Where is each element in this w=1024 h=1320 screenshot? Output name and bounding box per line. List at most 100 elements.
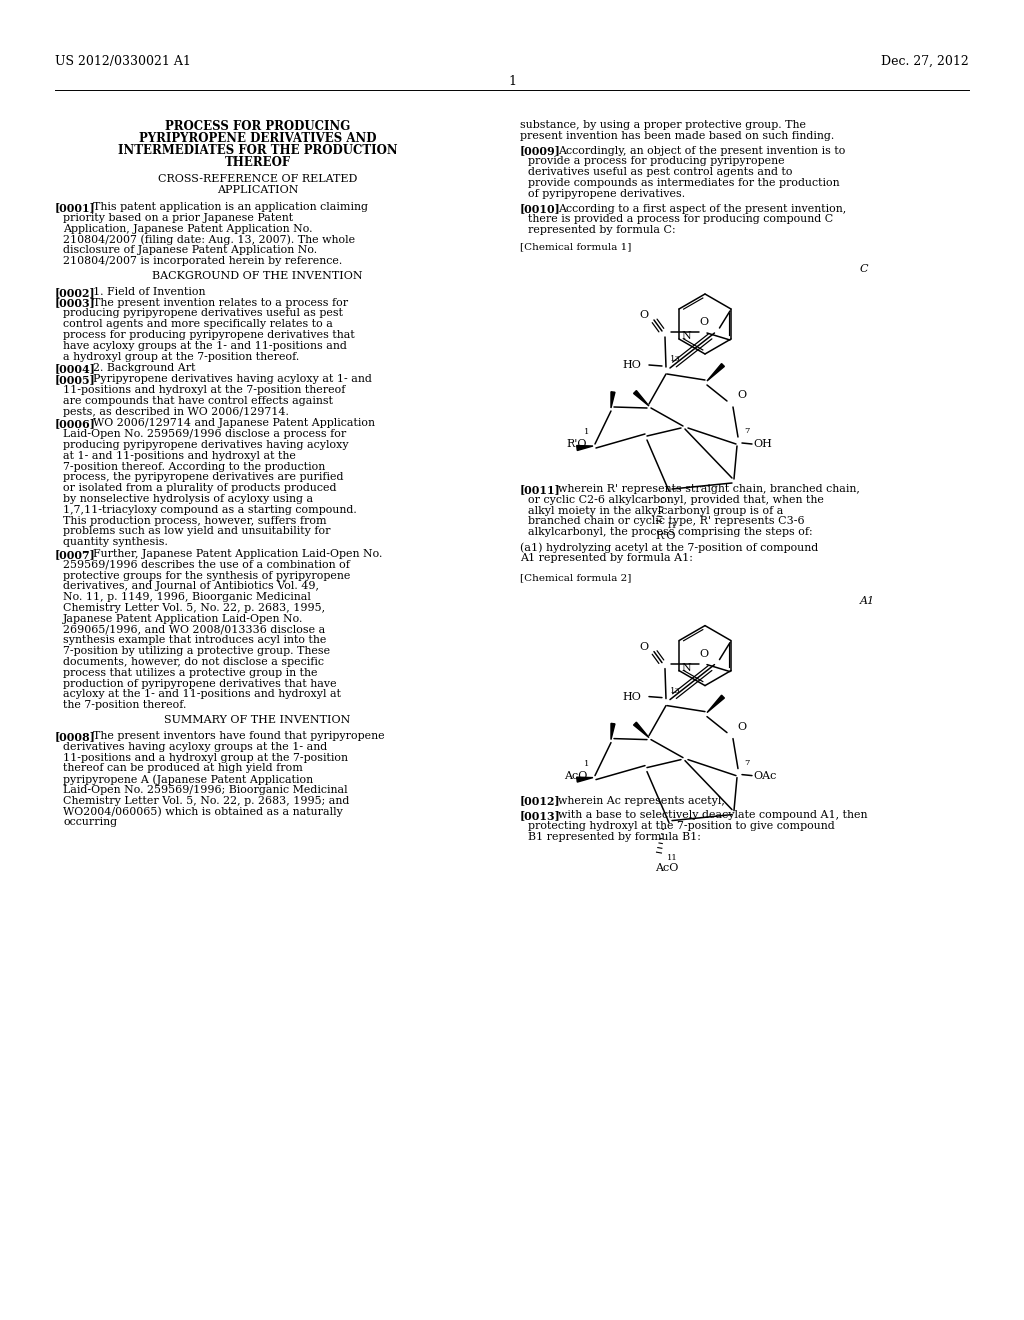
- Text: alkylcarbonyl, the process comprising the steps of:: alkylcarbonyl, the process comprising th…: [528, 527, 813, 537]
- Text: (a1) hydrolyzing acetyl at the 7-position of compound: (a1) hydrolyzing acetyl at the 7-positio…: [520, 543, 818, 553]
- Text: [0012]: [0012]: [520, 796, 560, 807]
- Text: CROSS-REFERENCE OF RELATED: CROSS-REFERENCE OF RELATED: [158, 174, 357, 183]
- Text: alkyl moiety in the alkylcarbonyl group is of a: alkyl moiety in the alkylcarbonyl group …: [528, 506, 783, 516]
- Text: [0013]: [0013]: [520, 810, 561, 821]
- Text: the 7-position thereof.: the 7-position thereof.: [63, 700, 186, 710]
- Text: or cyclic C2-6 alkylcarbonyl, provided that, when the: or cyclic C2-6 alkylcarbonyl, provided t…: [528, 495, 824, 504]
- Text: BACKGROUND OF THE INVENTION: BACKGROUND OF THE INVENTION: [153, 271, 362, 281]
- Text: [0002]: [0002]: [55, 286, 95, 298]
- Text: a hydroxyl group at the 7-position thereof.: a hydroxyl group at the 7-position there…: [63, 351, 299, 362]
- Text: process, the pyripyropene derivatives are purified: process, the pyripyropene derivatives ar…: [63, 473, 343, 482]
- Text: N: N: [681, 331, 691, 341]
- Text: R'O: R'O: [655, 531, 676, 541]
- Text: INTERMEDIATES FOR THE PRODUCTION: INTERMEDIATES FOR THE PRODUCTION: [118, 144, 397, 157]
- Text: represented by formula C:: represented by formula C:: [528, 226, 676, 235]
- Text: problems such as low yield and unsuitability for: problems such as low yield and unsuitabi…: [63, 527, 331, 536]
- Text: THEREOF: THEREOF: [224, 156, 291, 169]
- Text: 1: 1: [584, 759, 589, 768]
- Polygon shape: [611, 723, 615, 739]
- Text: control agents and more specifically relates to a: control agents and more specifically rel…: [63, 319, 333, 329]
- Text: O: O: [737, 722, 746, 731]
- Text: wherein R' represents straight chain, branched chain,: wherein R' represents straight chain, br…: [558, 484, 860, 494]
- Text: protective groups for the synthesis of pyripyropene: protective groups for the synthesis of p…: [63, 570, 350, 581]
- Text: production of pyripyropene derivatives that have: production of pyripyropene derivatives t…: [63, 678, 337, 689]
- Polygon shape: [611, 392, 615, 408]
- Text: A1 represented by formula A1:: A1 represented by formula A1:: [520, 553, 693, 562]
- Text: 7-position by utilizing a protective group. These: 7-position by utilizing a protective gro…: [63, 647, 330, 656]
- Text: The present inventors have found that pyripyropene: The present inventors have found that py…: [93, 731, 385, 741]
- Text: or isolated from a plurality of products produced: or isolated from a plurality of products…: [63, 483, 337, 494]
- Text: priority based on a prior Japanese Patent: priority based on a prior Japanese Paten…: [63, 213, 293, 223]
- Text: occurring: occurring: [63, 817, 117, 828]
- Text: pests, as described in WO 2006/129714.: pests, as described in WO 2006/129714.: [63, 407, 289, 417]
- Text: [0003]: [0003]: [55, 297, 96, 309]
- Text: provide compounds as intermediates for the production: provide compounds as intermediates for t…: [528, 178, 840, 187]
- Polygon shape: [707, 696, 724, 713]
- Text: [0007]: [0007]: [55, 549, 96, 560]
- Text: APPLICATION: APPLICATION: [217, 185, 298, 195]
- Text: with a base to selectively deacylate compound A1, then: with a base to selectively deacylate com…: [558, 810, 867, 821]
- Text: No. 11, p. 1149, 1996, Bioorganic Medicinal: No. 11, p. 1149, 1996, Bioorganic Medici…: [63, 593, 311, 602]
- Text: This patent application is an application claiming: This patent application is an applicatio…: [93, 202, 368, 213]
- Text: 13: 13: [670, 686, 681, 694]
- Text: Application, Japanese Patent Application No.: Application, Japanese Patent Application…: [63, 223, 312, 234]
- Text: documents, however, do not disclose a specific: documents, however, do not disclose a sp…: [63, 657, 324, 667]
- Polygon shape: [577, 446, 593, 450]
- Text: 1,7,11-triacyloxy compound as a starting compound.: 1,7,11-triacyloxy compound as a starting…: [63, 504, 356, 515]
- Text: derivatives having acyloxy groups at the 1- and: derivatives having acyloxy groups at the…: [63, 742, 328, 752]
- Text: [0010]: [0010]: [520, 203, 561, 215]
- Text: derivatives, and Journal of Antibiotics Vol. 49,: derivatives, and Journal of Antibiotics …: [63, 581, 319, 591]
- Text: [Chemical formula 2]: [Chemical formula 2]: [520, 574, 632, 582]
- Text: 1. Field of Invention: 1. Field of Invention: [93, 286, 206, 297]
- Text: OAc: OAc: [753, 771, 776, 780]
- Text: branched chain or cyclic type, R' represents C3-6: branched chain or cyclic type, R' repres…: [528, 516, 805, 527]
- Text: O: O: [737, 389, 746, 400]
- Text: 11: 11: [667, 521, 678, 531]
- Polygon shape: [634, 391, 649, 407]
- Text: 7: 7: [744, 426, 750, 436]
- Text: OH: OH: [753, 440, 772, 449]
- Polygon shape: [634, 722, 649, 738]
- Text: by nonselective hydrolysis of acyloxy using a: by nonselective hydrolysis of acyloxy us…: [63, 494, 313, 504]
- Text: [0008]: [0008]: [55, 731, 96, 742]
- Text: quantity synthesis.: quantity synthesis.: [63, 537, 168, 548]
- Text: disclosure of Japanese Patent Application No.: disclosure of Japanese Patent Applicatio…: [63, 246, 317, 255]
- Text: synthesis example that introduces acyl into the: synthesis example that introduces acyl i…: [63, 635, 327, 645]
- Text: 2. Background Art: 2. Background Art: [93, 363, 196, 374]
- Text: [0009]: [0009]: [520, 145, 561, 157]
- Text: wherein Ac represents acetyl,: wherein Ac represents acetyl,: [558, 796, 725, 805]
- Text: of pyripyropene derivatives.: of pyripyropene derivatives.: [528, 189, 685, 199]
- Text: AcO: AcO: [563, 771, 587, 780]
- Text: WO2004/060065) which is obtained as a naturally: WO2004/060065) which is obtained as a na…: [63, 807, 343, 817]
- Text: WO 2006/129714 and Japanese Patent Application: WO 2006/129714 and Japanese Patent Appli…: [93, 418, 375, 429]
- Text: 259569/1996 describes the use of a combination of: 259569/1996 describes the use of a combi…: [63, 560, 350, 570]
- Text: 7-position thereof. According to the production: 7-position thereof. According to the pro…: [63, 462, 326, 471]
- Polygon shape: [577, 777, 593, 781]
- Text: R'O: R'O: [566, 440, 587, 449]
- Text: O: O: [699, 648, 709, 659]
- Text: O: O: [639, 310, 648, 319]
- Text: Chemistry Letter Vol. 5, No. 22, p. 2683, 1995; and: Chemistry Letter Vol. 5, No. 22, p. 2683…: [63, 796, 349, 805]
- Text: at 1- and 11-positions and hydroxyl at the: at 1- and 11-positions and hydroxyl at t…: [63, 451, 296, 461]
- Text: 13: 13: [670, 355, 681, 363]
- Text: Chemistry Letter Vol. 5, No. 22, p. 2683, 1995,: Chemistry Letter Vol. 5, No. 22, p. 2683…: [63, 603, 326, 612]
- Text: provide a process for producing pyripyropene: provide a process for producing pyripyro…: [528, 156, 784, 166]
- Text: 1: 1: [508, 75, 516, 88]
- Text: 11-positions and a hydroxyl group at the 7-position: 11-positions and a hydroxyl group at the…: [63, 752, 348, 763]
- Text: substance, by using a proper protective group. The: substance, by using a proper protective …: [520, 120, 806, 129]
- Text: Laid-Open No. 259569/1996 disclose a process for: Laid-Open No. 259569/1996 disclose a pro…: [63, 429, 346, 440]
- Text: are compounds that have control effects against: are compounds that have control effects …: [63, 396, 333, 405]
- Text: 11: 11: [667, 854, 678, 862]
- Text: This production process, however, suffers from: This production process, however, suffer…: [63, 516, 327, 525]
- Text: acyloxy at the 1- and 11-positions and hydroxyl at: acyloxy at the 1- and 11-positions and h…: [63, 689, 341, 700]
- Text: Laid-Open No. 259569/1996; Bioorganic Medicinal: Laid-Open No. 259569/1996; Bioorganic Me…: [63, 785, 347, 795]
- Text: US 2012/0330021 A1: US 2012/0330021 A1: [55, 55, 190, 69]
- Text: 210804/2007 (filing date: Aug. 13, 2007). The whole: 210804/2007 (filing date: Aug. 13, 2007)…: [63, 235, 355, 246]
- Text: producing pyripyropene derivatives useful as pest: producing pyripyropene derivatives usefu…: [63, 309, 343, 318]
- Text: Pyripyropene derivatives having acyloxy at 1- and: Pyripyropene derivatives having acyloxy …: [93, 374, 372, 384]
- Text: HO: HO: [623, 360, 641, 370]
- Text: SUMMARY OF THE INVENTION: SUMMARY OF THE INVENTION: [164, 715, 350, 725]
- Text: [0006]: [0006]: [55, 418, 96, 429]
- Text: protecting hydroxyl at the 7-position to give compound: protecting hydroxyl at the 7-position to…: [528, 821, 835, 832]
- Polygon shape: [707, 363, 724, 381]
